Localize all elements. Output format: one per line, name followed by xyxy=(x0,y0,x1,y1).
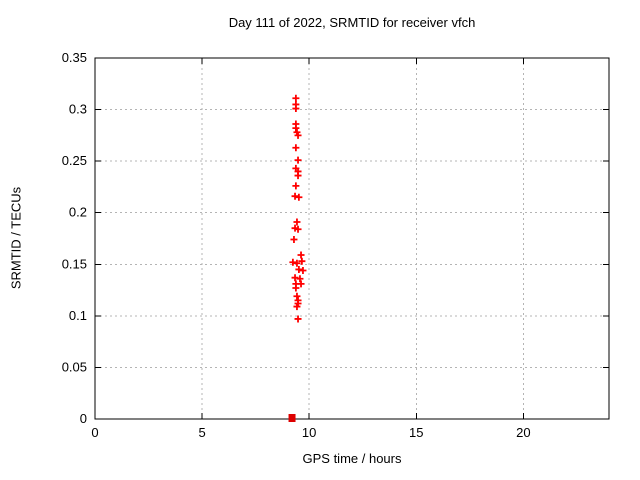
data-point-square xyxy=(288,414,296,422)
data-point-plus xyxy=(294,225,302,233)
chart-title: Day 111 of 2022, SRMTID for receiver vfc… xyxy=(228,15,476,30)
data-point-plus xyxy=(294,131,302,139)
data-point-plus xyxy=(299,266,307,274)
y-tick-label: 0 xyxy=(80,411,87,426)
data-point-plus xyxy=(294,172,302,180)
data-point-plus xyxy=(292,94,300,102)
data-point-plus xyxy=(295,193,303,201)
data-point-plus xyxy=(290,236,298,244)
data-point-plus xyxy=(294,156,302,164)
x-tick-label: 0 xyxy=(91,425,98,440)
data-point-plus xyxy=(292,124,300,132)
y-tick-label: 0.2 xyxy=(69,205,87,220)
data-point-plus xyxy=(289,258,297,266)
data-point-plus xyxy=(294,315,302,323)
x-axis-title: GPS time / hours xyxy=(302,451,402,466)
data-point-plus xyxy=(292,144,300,152)
y-tick-label: 0.1 xyxy=(69,308,87,323)
data-point-plus xyxy=(292,284,300,292)
y-tick-label: 0.05 xyxy=(62,359,87,374)
data-point-plus xyxy=(297,280,305,288)
y-tick-label: 0.3 xyxy=(69,102,87,117)
x-tick-label: 20 xyxy=(516,425,530,440)
data-point-plus xyxy=(298,257,306,265)
x-tick-label: 5 xyxy=(198,425,205,440)
y-tick-label: 0.25 xyxy=(62,153,87,168)
x-tick-label: 15 xyxy=(409,425,423,440)
data-point-plus xyxy=(297,251,305,259)
y-tick-label: 0.35 xyxy=(62,50,87,65)
plot-border xyxy=(94,57,610,420)
data-point-plus xyxy=(295,265,303,273)
data-point-plus xyxy=(293,259,301,267)
data-point-plus xyxy=(292,182,300,190)
y-tick-label: 0.15 xyxy=(62,256,87,271)
data-point-plus xyxy=(293,218,301,226)
data-point-plus xyxy=(291,192,299,200)
x-tick-label: 10 xyxy=(302,425,316,440)
data-point-plus xyxy=(293,303,301,311)
data-point-plus xyxy=(292,105,300,113)
data-point-plus xyxy=(293,292,301,300)
data-point-plus xyxy=(296,275,304,283)
data-point-plus xyxy=(291,274,299,282)
